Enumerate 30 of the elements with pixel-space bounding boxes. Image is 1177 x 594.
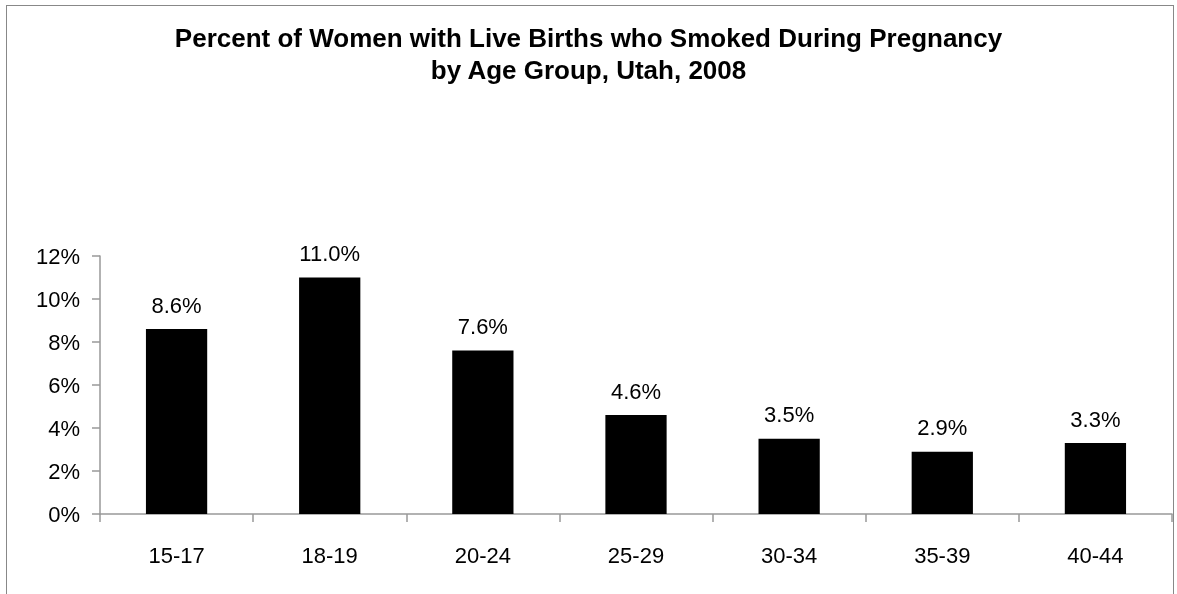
data-label: 3.5% xyxy=(764,402,815,428)
bar xyxy=(145,329,208,514)
chart-subtitle: by Age Group, Utah, 2008 xyxy=(430,55,747,85)
x-tick-label: 40-44 xyxy=(1067,542,1124,568)
bar xyxy=(911,451,973,514)
y-tick-label: 12% xyxy=(35,243,80,269)
data-label: 8.6% xyxy=(151,292,202,318)
y-tick-label: 0% xyxy=(48,501,80,527)
y-tick-label: 4% xyxy=(48,415,80,441)
bar xyxy=(758,438,820,514)
x-tick-label: 15-17 xyxy=(148,542,205,568)
chart-title: Percent of Women with Live Births who Smoked During Pregnancy xyxy=(174,23,1003,53)
x-tick-label: 35-39 xyxy=(914,542,971,568)
data-label: 7.6% xyxy=(457,314,508,340)
y-tick-label: 2% xyxy=(48,458,80,484)
x-tick-label: 30-34 xyxy=(761,542,818,568)
bar xyxy=(299,277,361,514)
data-label: 11.0% xyxy=(299,241,361,266)
bar xyxy=(1064,443,1127,514)
data-label: 3.3% xyxy=(1070,406,1121,432)
data-label: 4.6% xyxy=(610,378,662,404)
y-tick-label: 8% xyxy=(48,329,80,355)
y-tick-label: 6% xyxy=(48,372,80,398)
bar xyxy=(605,415,667,514)
data-label: 2.9% xyxy=(917,415,968,441)
y-tick-label: 10% xyxy=(35,286,80,312)
x-tick-label: 18-19 xyxy=(301,542,358,568)
x-tick-label: 25-29 xyxy=(607,542,665,568)
bar xyxy=(452,350,514,514)
x-tick-label: 20-24 xyxy=(454,542,511,568)
